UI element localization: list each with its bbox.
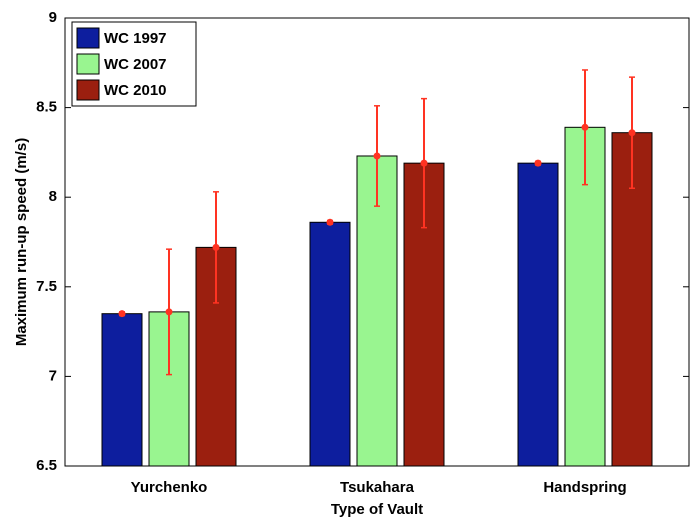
legend-label: WC 2007: [104, 56, 167, 73]
error-bar: [212, 191, 220, 304]
y-axis-label: Maximum run-up speed (m/s): [13, 138, 30, 346]
error-bar-point: [534, 159, 542, 167]
error-bar-point: [420, 159, 428, 167]
bar: [101, 313, 143, 467]
y-tick-label: 8.5: [36, 99, 57, 116]
error-bar: [581, 69, 589, 186]
x-tick-label: Yurchenko: [131, 479, 208, 496]
bar: [356, 155, 398, 467]
y-tick-label: 9: [49, 9, 57, 26]
error-bar-point: [373, 152, 381, 160]
legend-swatch: [76, 53, 100, 75]
y-tick-label: 7.5: [36, 278, 57, 295]
error-bar: [534, 159, 542, 167]
x-axis-label: Type of Vault: [331, 501, 423, 518]
error-bar: [118, 310, 126, 318]
error-bar-point: [165, 308, 173, 316]
bar: [309, 221, 351, 467]
error-bar-point: [628, 129, 636, 137]
x-tick-label: Tsukahara: [340, 479, 415, 496]
error-bar-point: [326, 218, 334, 226]
error-bar: [420, 97, 428, 229]
error-bar: [628, 76, 636, 189]
error-bar: [373, 105, 381, 207]
bar: [517, 162, 559, 467]
y-tick-label: 7: [49, 367, 57, 384]
plot-frame: [64, 17, 690, 467]
legend-swatch: [76, 79, 100, 101]
y-tick-label: 6.5: [36, 457, 57, 474]
error-bar-point: [581, 123, 589, 131]
error-bar-point: [118, 310, 126, 318]
error-bar: [165, 248, 173, 376]
legend-swatch: [76, 27, 100, 49]
error-bar: [326, 218, 334, 226]
y-tick-label: 8: [49, 188, 57, 205]
x-tick-label: Handspring: [543, 479, 626, 496]
legend-label: WC 2010: [104, 82, 167, 99]
legend-label: WC 1997: [104, 30, 167, 47]
error-bar-point: [212, 243, 220, 251]
